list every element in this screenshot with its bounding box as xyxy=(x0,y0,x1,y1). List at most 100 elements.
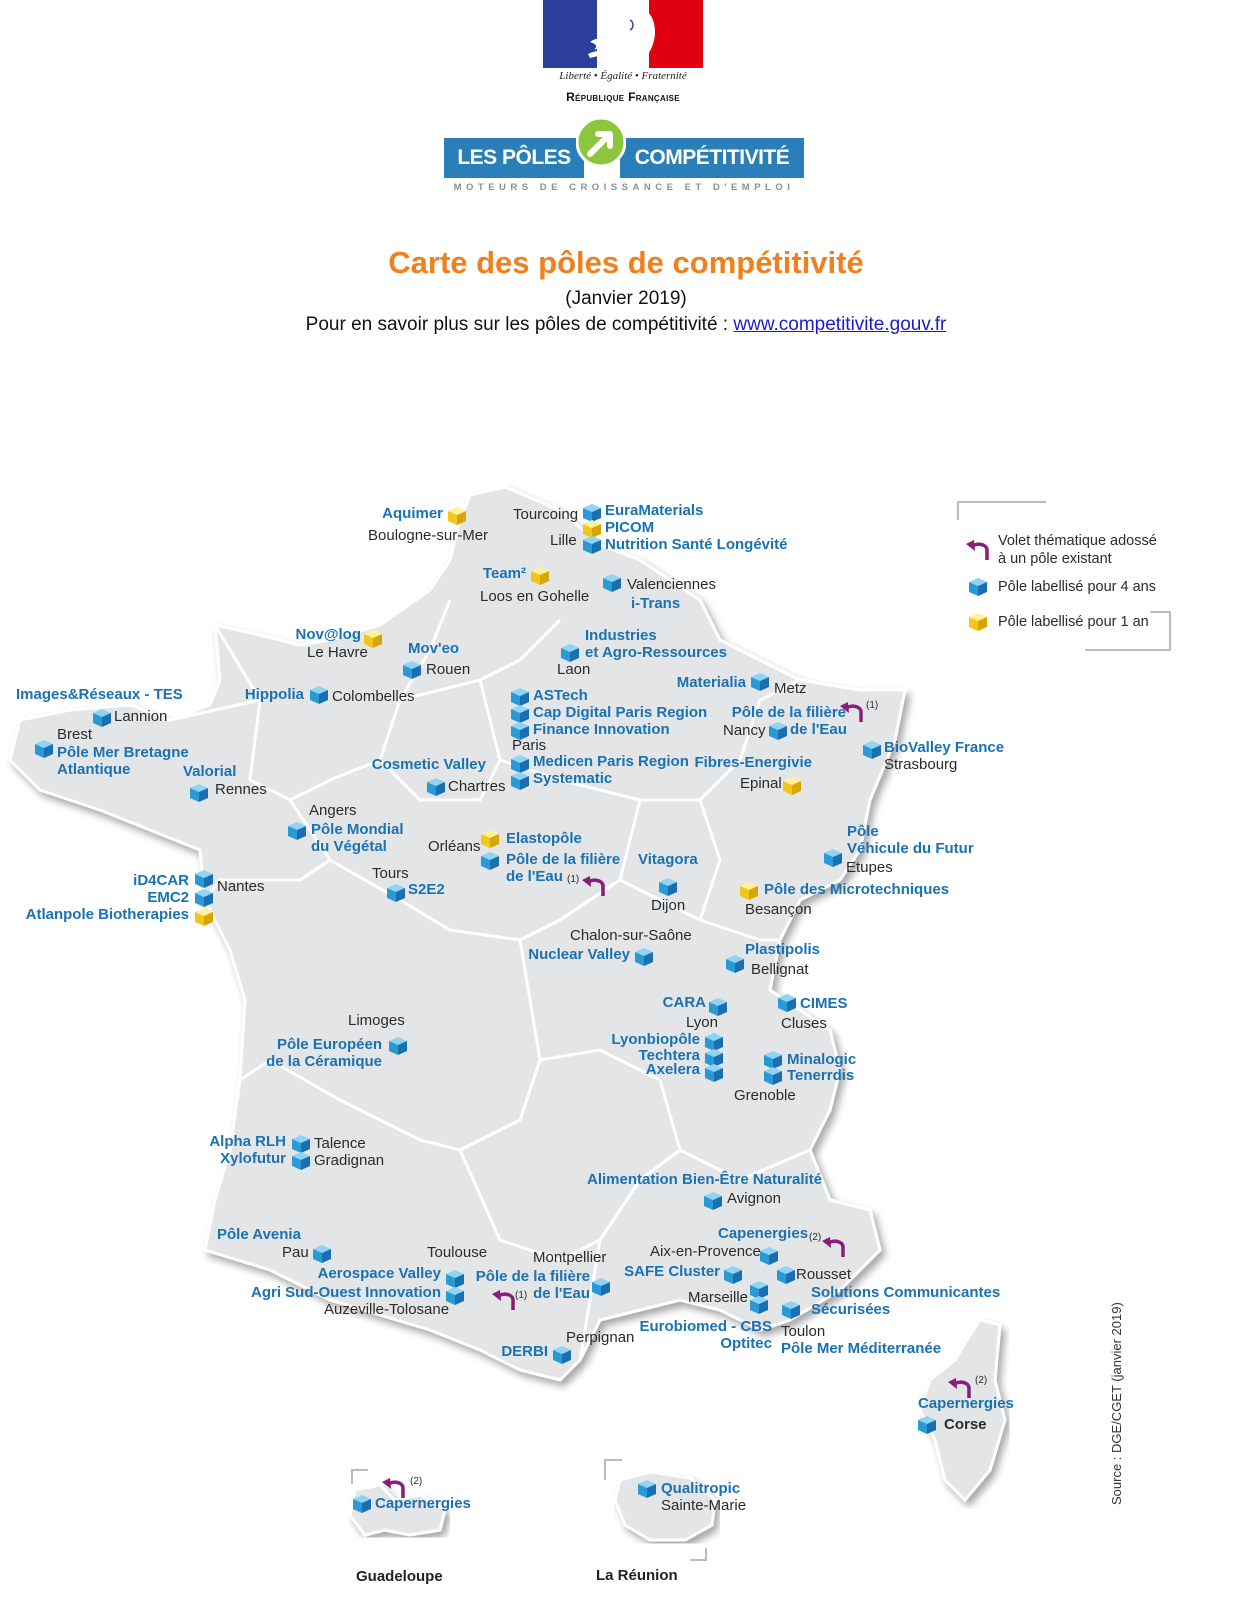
pole-finance: Finance Innovation xyxy=(533,721,670,738)
legend-four-years: Pôle labellisé pour 4 ans xyxy=(998,579,1156,595)
city-cluses: Cluses xyxy=(781,1015,827,1032)
source-note: Source : DGE/CGET (janvier 2019) xyxy=(1109,1302,1124,1505)
logo-left-text: LES PÔLES DE xyxy=(444,138,584,209)
city-gradignan: Gradignan xyxy=(314,1152,384,1169)
city-le-havre: Le Havre xyxy=(307,644,368,661)
note-2-capenergies: (2) xyxy=(809,1232,821,1243)
legend-thematic: Volet thématique adossé xyxy=(998,533,1157,549)
city-toulon: Toulon xyxy=(781,1323,825,1340)
pole-alpha: Alpha RLH xyxy=(209,1133,286,1150)
legend-one-year: Pôle labellisé pour 1 an xyxy=(998,614,1149,630)
city-besancon: Besançon xyxy=(745,901,812,918)
pole-mer-mediterranee: Pôle Mer Méditerranée xyxy=(781,1340,941,1357)
marianne-icon xyxy=(588,5,655,65)
pole-filiere-eau-centre-2: de l'Eau xyxy=(506,868,563,885)
pole-alimentation: Alimentation Bien-Être Naturalité xyxy=(587,1170,822,1188)
city-grenoble: Grenoble xyxy=(734,1087,796,1104)
yellow-cube-icon xyxy=(969,613,987,631)
city-loos: Loos en Gohelle xyxy=(480,588,589,605)
pole-derbi: DERBI xyxy=(501,1343,548,1360)
pole-qualitropic: Qualitropic xyxy=(661,1480,740,1497)
corse-shape xyxy=(918,1318,1007,1503)
note-1-centre: (1) xyxy=(567,874,579,885)
city-nancy: Nancy xyxy=(723,722,766,739)
note-1-sud: (1) xyxy=(515,1290,527,1301)
pole-vehicule-2: Véhicule du Futur xyxy=(847,840,974,857)
pole-filiere-eau-sud-1: Pôle de la filière xyxy=(476,1268,590,1285)
city-rouen: Rouen xyxy=(426,661,470,678)
pole-cimes: CIMES xyxy=(800,995,848,1012)
note-2-guadeloupe: (2) xyxy=(410,1476,422,1487)
pole-tenerrdis: Tenerrdis xyxy=(787,1067,854,1084)
logo-tagline: MOTEURS DE CROISSANCE ET D'EMPLOI xyxy=(453,182,795,193)
pole-vitagora: Vitagora xyxy=(638,851,698,868)
pole-atlantique: Atlantique xyxy=(57,761,130,778)
city-toulouse: Toulouse xyxy=(427,1244,487,1261)
more-info-line: Pour en savoir plus sur les pôles de com… xyxy=(0,314,1252,336)
city-montpellier: Montpellier xyxy=(533,1249,606,1266)
pole-novalog: Nov@log xyxy=(296,626,361,643)
page-title: Carte des pôles de compétitivité xyxy=(388,245,864,280)
city-tourcoing: Tourcoing xyxy=(513,506,578,523)
pole-elastopole: Elastopôle xyxy=(506,830,582,847)
pole-ceramique-2: de la Céramique xyxy=(266,1053,382,1070)
pole-cap-digital: Cap Digital Paris Region xyxy=(533,704,707,721)
legend: Volet thématique adossé à un pôle exista… xyxy=(957,501,1171,651)
pole-valorial: Valorial xyxy=(183,763,236,780)
city-etupes: Etupes xyxy=(846,859,893,876)
pole-techtera: Techtera xyxy=(639,1047,701,1064)
city-tours: Tours xyxy=(372,865,409,882)
city-boulogne: Boulogne-sur-Mer xyxy=(368,527,488,544)
pole-aerospace: Aerospace Valley xyxy=(318,1265,442,1282)
city-bellignat: Bellignat xyxy=(751,961,809,978)
pole-industries-1: Industries xyxy=(585,627,657,644)
pole-safe: SAFE Cluster xyxy=(624,1263,720,1280)
pole-images-reseaux: Images&Réseaux - TES xyxy=(16,686,183,703)
city-talence: Talence xyxy=(314,1135,366,1152)
pole-cosmetic: Cosmetic Valley xyxy=(372,756,487,773)
pole-astech: ASTech xyxy=(533,687,588,704)
city-corse: Corse xyxy=(944,1416,987,1433)
pole-atlanpole: Atlanpole Biotherapies xyxy=(26,906,189,923)
growth-arrow-icon xyxy=(576,116,626,168)
poles-competitivite-logo: LES PÔLES DE COMPÉTITIVITÉ MOTEURS DE CR… xyxy=(444,110,804,209)
pole-mer-bretagne: Pôle Mer Bretagne xyxy=(57,744,189,761)
city-sainte-marie: Sainte-Marie xyxy=(661,1497,746,1514)
pole-minalogic: Minalogic xyxy=(787,1051,856,1068)
pole-optitec: Optitec xyxy=(720,1335,772,1352)
note-1-est: (1) xyxy=(866,700,878,711)
pole-cara: CARA xyxy=(663,994,706,1011)
thematic-arrow-icon xyxy=(964,538,989,562)
city-strasbourg: Strasbourg xyxy=(884,756,957,773)
pole-nutrition: Nutrition Santé Longévité xyxy=(605,536,788,553)
guadeloupe-shape xyxy=(348,1483,447,1537)
pole-agri: Agri Sud-Ouest Innovation xyxy=(251,1284,441,1301)
city-lille: Lille xyxy=(550,532,577,549)
pole-euramaterials: EuraMaterials xyxy=(605,502,703,519)
pole-s2e2: S2E2 xyxy=(408,881,445,898)
pole-capenergies: Capenergies xyxy=(718,1225,808,1242)
pole-filiere-eau-centre-1: Pôle de la filière xyxy=(506,851,620,868)
pole-filiere-eau-sud-2: de l'Eau xyxy=(533,1285,590,1302)
note-2-corse: (2) xyxy=(975,1375,987,1386)
city-colombelles: Colombelles xyxy=(332,688,415,705)
city-epinal: Epinal xyxy=(740,775,782,792)
city-chartres: Chartres xyxy=(448,778,506,795)
pole-biovalley: BioValley France xyxy=(884,739,1004,756)
pole-filiere-eau-est-2: de l'Eau xyxy=(790,721,847,738)
city-aix: Aix-en-Provence xyxy=(650,1243,761,1260)
legend-thematic-2: à un pôle existant xyxy=(998,551,1112,567)
pole-emc2: EMC2 xyxy=(147,889,189,906)
pole-systematic: Systematic xyxy=(533,770,612,787)
pole-solutions-1: Solutions Communicantes xyxy=(811,1284,1000,1301)
city-metz: Metz xyxy=(774,680,807,697)
pole-medicen: Medicen Paris Region xyxy=(533,753,689,770)
more-info-text: Pour en savoir plus sur les pôles de com… xyxy=(305,314,734,335)
city-rousset: Rousset xyxy=(796,1266,852,1283)
pole-moveo: Mov'eo xyxy=(408,640,459,657)
city-avignon: Avignon xyxy=(727,1190,781,1207)
pole-solutions-2: Sécurisées xyxy=(811,1301,890,1318)
competitivite-link[interactable]: www.competitivite.gouv.fr xyxy=(733,314,947,335)
pole-fibres: Fibres-Energivie xyxy=(694,754,812,771)
